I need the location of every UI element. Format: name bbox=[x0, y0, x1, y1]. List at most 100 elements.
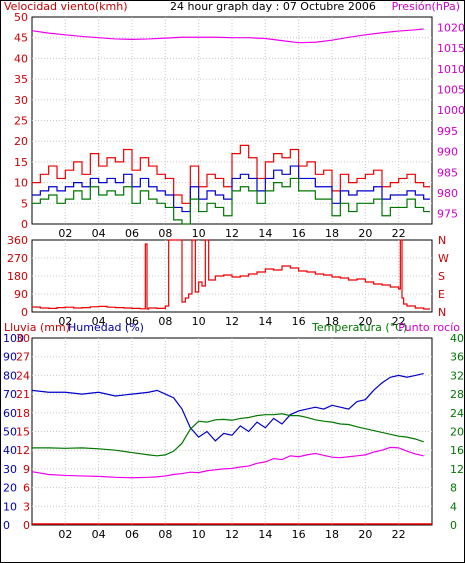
wind-gust-line bbox=[32, 144, 430, 204]
humidity-tick-label: 90 bbox=[3, 351, 17, 364]
rain-tick-label: 6 bbox=[23, 482, 30, 495]
wind-tick-label: 20 bbox=[14, 135, 28, 148]
temperature-tick-label: 20 bbox=[450, 426, 464, 439]
direction-x-ticks: 02 04 06 08 10 12 14 16 18 20 22 bbox=[58, 315, 405, 328]
humidity-tick-label: 70 bbox=[3, 388, 17, 401]
compass-label: E bbox=[438, 288, 445, 301]
direction-series bbox=[32, 239, 430, 310]
x-tick-label: 06 bbox=[125, 227, 139, 240]
x-tick-label: 18 bbox=[325, 227, 339, 240]
x-tick-label: 02 bbox=[58, 227, 72, 240]
rain-tick-label: 24 bbox=[16, 369, 30, 382]
direction-tick-label: 0 bbox=[21, 306, 28, 319]
pressure-tick-label: 975 bbox=[437, 208, 458, 221]
x-tick-label: 20 bbox=[358, 528, 372, 541]
x-tick-label: 10 bbox=[192, 315, 206, 328]
pressure-tick-label: 1005 bbox=[437, 83, 465, 96]
temperature-grid bbox=[32, 338, 432, 525]
wind-x-ticks: 02 04 06 08 10 12 14 16 18 20 22 bbox=[58, 227, 405, 240]
temperature-tick-label: 4 bbox=[450, 500, 457, 513]
pressure-axis-label: Presión(hPa) bbox=[392, 0, 460, 13]
x-tick-label: 10 bbox=[192, 528, 206, 541]
temperature-tick-label: 12 bbox=[450, 463, 464, 476]
rain-tick-label: 30 bbox=[16, 332, 30, 345]
humidity-line bbox=[31, 372, 424, 442]
wind-tick-label: 15 bbox=[14, 156, 28, 169]
x-tick-label: 22 bbox=[392, 315, 406, 328]
compass-label: N bbox=[438, 234, 446, 247]
x-tick-label: 08 bbox=[158, 528, 172, 541]
pressure-line bbox=[31, 28, 424, 44]
humidity-tick-label: 30 bbox=[3, 463, 17, 476]
pressure-tick-label: 1010 bbox=[437, 63, 465, 76]
humidity-tick-label: 50 bbox=[3, 426, 17, 439]
x-tick-label: 02 bbox=[58, 528, 72, 541]
rain-tick-label: 18 bbox=[16, 407, 30, 420]
direction-tick-label: 360 bbox=[7, 234, 28, 247]
x-tick-label: 14 bbox=[258, 315, 272, 328]
x-tick-label: 20 bbox=[358, 227, 372, 240]
temperature-right-ticks: 0 4 8 12 16 20 24 28 32 36 40 bbox=[450, 332, 464, 532]
humidity-axis-label: Humedad (%) bbox=[68, 321, 144, 334]
temperature-tick-label: 40 bbox=[450, 332, 464, 345]
temperature-tick-label: 16 bbox=[450, 444, 464, 457]
wind-series bbox=[31, 28, 430, 225]
x-tick-label: 14 bbox=[258, 227, 272, 240]
temperature-tick-label: 36 bbox=[450, 351, 464, 364]
wind-tick-label: 25 bbox=[14, 115, 28, 128]
humidity-tick-label: 10 bbox=[3, 500, 17, 513]
dewpoint-line bbox=[31, 446, 424, 479]
temperature-tick-label: 24 bbox=[450, 407, 464, 420]
humidity-tick-label: 20 bbox=[3, 482, 17, 495]
pressure-tick-label: 995 bbox=[437, 125, 458, 138]
wind-tick-label: 35 bbox=[14, 73, 28, 86]
direction-tick-label: 270 bbox=[7, 252, 28, 265]
direction-tick-label: 90 bbox=[14, 288, 28, 301]
wind-left-ticks: 0 5 10 15 20 25 30 35 40 45 50 bbox=[14, 11, 28, 231]
x-tick-label: 18 bbox=[325, 315, 339, 328]
compass-label: W bbox=[438, 252, 449, 265]
temperature-tick-label: 8 bbox=[450, 482, 457, 495]
temperature-tick-label: 28 bbox=[450, 388, 464, 401]
wind-tick-label: 45 bbox=[14, 32, 28, 45]
chart-title: 24 hour graph day : 07 Octubre 2006 bbox=[170, 0, 376, 13]
x-tick-label: 10 bbox=[192, 227, 206, 240]
pressure-tick-label: 1020 bbox=[437, 21, 465, 34]
rain-tick-label: 15 bbox=[16, 426, 30, 439]
x-tick-label: 20 bbox=[358, 315, 372, 328]
x-tick-label: 04 bbox=[92, 528, 106, 541]
wind-right-ticks: 975 980 985 990 995 1000 1005 1010 1015 1020 bbox=[437, 21, 465, 220]
rain-tick-label: 21 bbox=[16, 388, 30, 401]
x-tick-label: 18 bbox=[325, 528, 339, 541]
x-tick-label: 08 bbox=[158, 227, 172, 240]
x-tick-label: 02 bbox=[58, 315, 72, 328]
humidity-tick-label: 100 bbox=[3, 332, 24, 345]
x-tick-label: 08 bbox=[158, 315, 172, 328]
pressure-tick-label: 980 bbox=[437, 187, 458, 200]
wind-tick-label: 0 bbox=[21, 218, 28, 231]
wind-tick-label: 5 bbox=[21, 197, 28, 210]
rain-axis-label: Lluvia (mm) bbox=[4, 321, 70, 334]
temperature-line bbox=[32, 413, 424, 457]
temperature-humidity-panel: 0102030405060708090100036912151821242730… bbox=[3, 321, 464, 541]
wind-min-line bbox=[32, 177, 430, 225]
humidity-tick-label: 0 bbox=[3, 519, 10, 532]
wind-tick-label: 10 bbox=[14, 177, 28, 190]
temperature-tick-label: 0 bbox=[450, 519, 457, 532]
direction-line bbox=[32, 239, 430, 310]
dewpoint-axis-label: Punto rocío bbox=[398, 321, 460, 334]
x-tick-label: 04 bbox=[92, 227, 106, 240]
rain-tick-label: 3 bbox=[23, 500, 30, 513]
x-tick-label: 12 bbox=[225, 315, 239, 328]
temperature-series bbox=[31, 372, 432, 525]
compass-label: S bbox=[438, 270, 445, 283]
pressure-tick-label: 985 bbox=[437, 166, 458, 179]
x-tick-label: 16 bbox=[292, 528, 306, 541]
wind-tick-label: 40 bbox=[14, 52, 28, 65]
rain-tick-label: 9 bbox=[23, 463, 30, 476]
pressure-tick-label: 1015 bbox=[437, 42, 465, 55]
direction-tick-label: 180 bbox=[7, 270, 28, 283]
